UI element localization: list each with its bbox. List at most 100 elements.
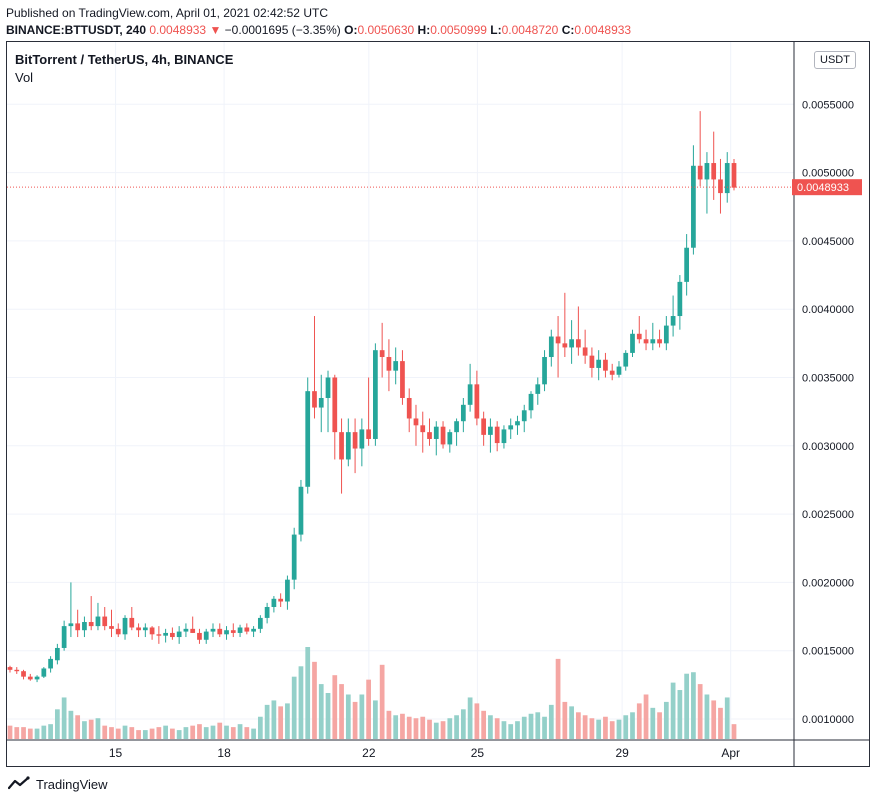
chart-title: BitTorrent / TetherUS, 4h, BINANCE bbox=[15, 52, 234, 67]
footer-brand[interactable]: TradingView bbox=[7, 776, 108, 794]
volume-bar bbox=[501, 721, 507, 739]
volume-bar bbox=[508, 724, 514, 739]
volume-bar bbox=[230, 727, 236, 739]
candle-body bbox=[305, 391, 311, 487]
volume-bar bbox=[163, 725, 168, 739]
candle-body bbox=[122, 617, 128, 635]
last-price-label: 0.0048933 bbox=[797, 182, 849, 194]
candle-body bbox=[535, 384, 541, 394]
volume-bar bbox=[515, 721, 520, 739]
candle-body bbox=[352, 432, 358, 449]
volume-bar bbox=[474, 703, 480, 739]
volume-bar bbox=[576, 712, 581, 739]
candle-body bbox=[271, 598, 277, 607]
volume-bar bbox=[704, 694, 710, 739]
price-change: −0.0001695 (−3.35%) bbox=[224, 23, 341, 37]
volume-bar bbox=[352, 701, 358, 739]
volume-bar bbox=[711, 700, 717, 739]
candle-body bbox=[264, 606, 270, 618]
symbol-label: BINANCE:BTTUSDT, 240 bbox=[6, 23, 147, 37]
published-line: Published on TradingView.com, April 01, … bbox=[6, 6, 328, 20]
candle-body bbox=[488, 426, 493, 435]
volume-bar bbox=[278, 706, 284, 739]
open-label: O: bbox=[344, 23, 358, 37]
volume-bar bbox=[481, 710, 487, 739]
volume-bar bbox=[657, 712, 662, 739]
candle-body bbox=[217, 628, 223, 635]
candle-body bbox=[636, 333, 642, 340]
candle-body bbox=[34, 676, 40, 680]
candle-body bbox=[393, 361, 399, 371]
volume-bar bbox=[697, 684, 703, 739]
low-label: L: bbox=[490, 23, 502, 37]
volume-bar bbox=[460, 709, 466, 739]
candle-body bbox=[427, 432, 432, 439]
down-arrow-icon: ▼ bbox=[209, 23, 222, 37]
candle-body bbox=[183, 628, 189, 632]
candle-body bbox=[616, 366, 622, 375]
volume-bar bbox=[318, 684, 324, 739]
tradingview-logo-icon bbox=[7, 776, 30, 790]
candle-body bbox=[373, 350, 378, 439]
volume-bar bbox=[298, 666, 304, 739]
volume-bar bbox=[27, 728, 33, 739]
candle-body bbox=[142, 627, 148, 631]
volume-bar bbox=[95, 718, 101, 739]
candle-body bbox=[210, 628, 216, 632]
candle-body bbox=[508, 425, 514, 430]
candle-body bbox=[582, 347, 588, 356]
candle-body bbox=[548, 336, 554, 358]
candle-body bbox=[481, 418, 487, 435]
x-tick-label: 18 bbox=[217, 746, 231, 760]
candle-body bbox=[109, 626, 114, 629]
volume-bar bbox=[75, 715, 81, 739]
volume-bar bbox=[82, 721, 87, 739]
volume-bar bbox=[170, 728, 175, 739]
candle-body bbox=[251, 628, 256, 632]
volume-bar bbox=[257, 716, 263, 739]
candle-body bbox=[731, 163, 737, 188]
candle-body bbox=[569, 339, 574, 348]
volume-bar bbox=[7, 725, 13, 739]
volume-bar bbox=[183, 727, 189, 739]
close-label: C: bbox=[561, 23, 575, 37]
candle-body bbox=[285, 579, 290, 602]
volume-bar bbox=[562, 701, 568, 739]
candle-body bbox=[650, 339, 656, 344]
volume-bar bbox=[217, 722, 223, 739]
volume-bar bbox=[244, 727, 250, 739]
volume-bar bbox=[542, 716, 547, 739]
volume-bar bbox=[156, 727, 162, 739]
candle-body bbox=[440, 426, 446, 445]
candle-body bbox=[670, 316, 676, 326]
volume-bar bbox=[521, 716, 527, 739]
candle-body bbox=[697, 165, 703, 180]
y-tick-label: 0.0045000 bbox=[802, 236, 854, 248]
volume-bar bbox=[251, 728, 256, 739]
volume-bar bbox=[339, 684, 344, 739]
candle-body bbox=[7, 667, 13, 670]
candle-body bbox=[724, 163, 730, 194]
volume-bar bbox=[102, 725, 108, 739]
candle-body bbox=[366, 429, 371, 439]
volume-bar bbox=[677, 690, 683, 739]
volume-bar bbox=[48, 724, 53, 739]
candle-body bbox=[406, 397, 412, 419]
candle-body bbox=[609, 370, 615, 375]
volume-bar bbox=[623, 715, 629, 739]
candle-body bbox=[156, 634, 162, 636]
candle-body bbox=[643, 339, 649, 344]
candle-body bbox=[684, 247, 690, 282]
volume-bar bbox=[630, 712, 635, 739]
candle-body bbox=[339, 432, 344, 460]
y-tick-label: 0.0030000 bbox=[802, 441, 854, 453]
y-tick-label: 0.0020000 bbox=[802, 577, 854, 589]
candle-body bbox=[542, 357, 547, 385]
candle-body bbox=[515, 421, 520, 426]
volume-bar bbox=[413, 718, 419, 739]
candle-body bbox=[447, 432, 453, 445]
open-value: 0.0050630 bbox=[357, 23, 415, 37]
volume-label: Vol bbox=[15, 70, 34, 85]
currency-button[interactable]: USDT bbox=[814, 51, 856, 69]
